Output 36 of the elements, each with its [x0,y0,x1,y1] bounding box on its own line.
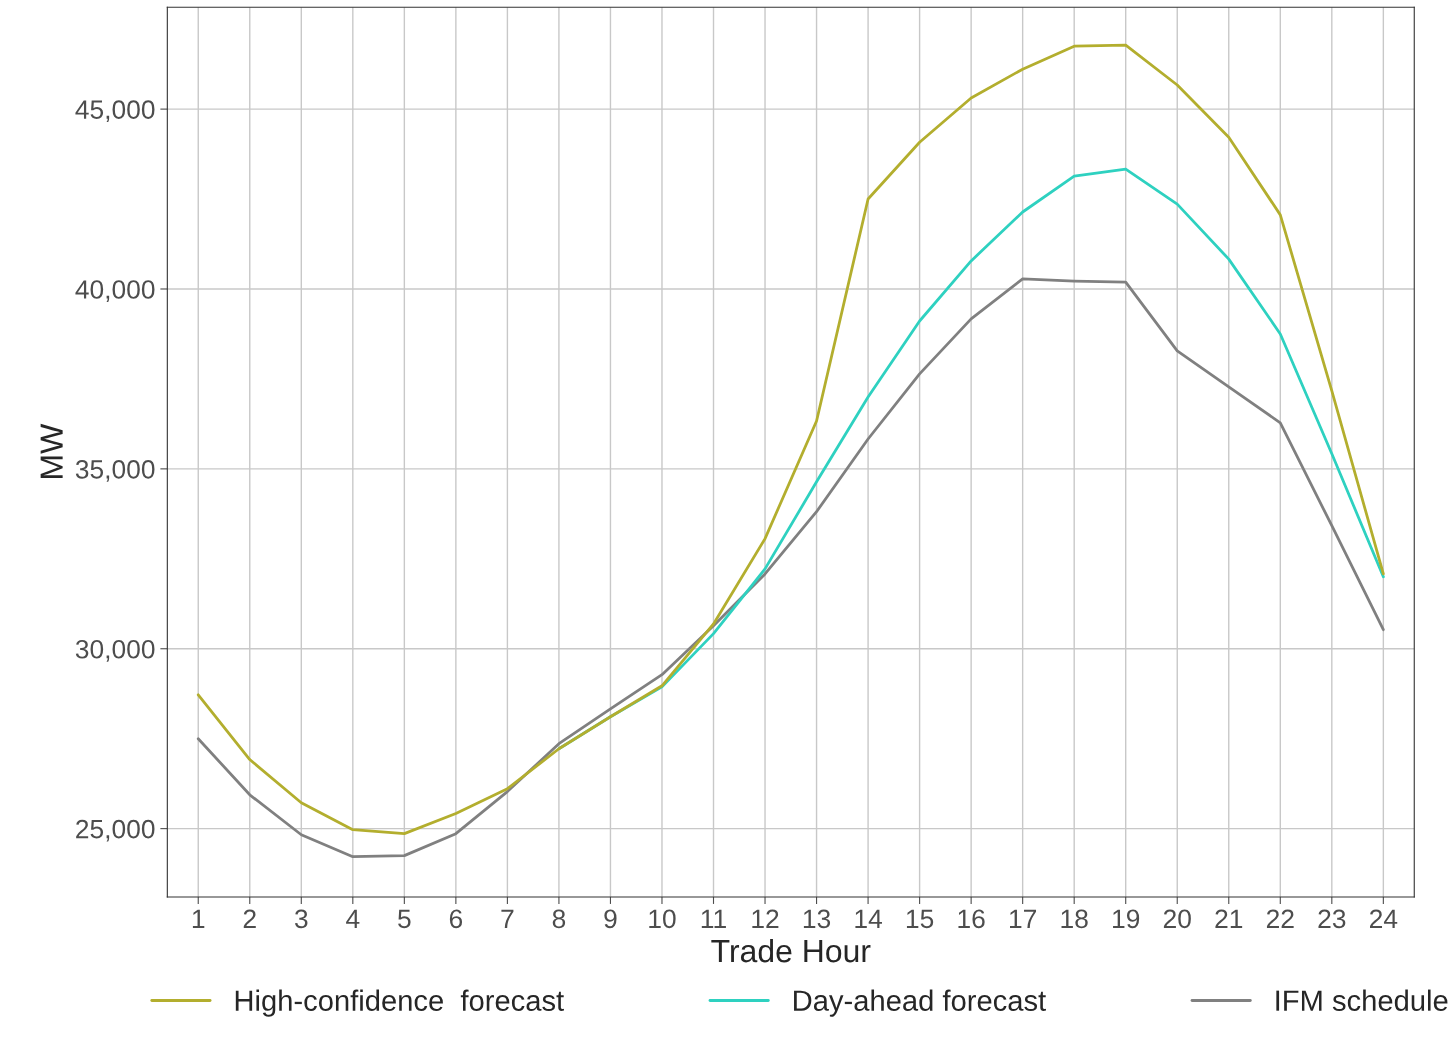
y-tick-label: 35,000 [75,460,155,482]
x-tick-label: 7 [501,909,514,928]
y-tick-label: 25,000 [76,819,155,842]
x-tick-label: 20 [1163,909,1191,929]
x-tick-label: 19 [1113,909,1140,929]
y-axis-title: MW [40,423,63,478]
x-tick-label: 2 [243,909,256,928]
x-tick-label: 14 [855,909,882,928]
x-axis-title: Trade Hour [711,938,871,963]
line-series [196,277,1385,859]
x-tick-label: 10 [649,909,676,929]
x-tick-label: 16 [958,909,985,929]
x-tick-label: 15 [906,909,934,929]
x-tick-label: 17 [1010,909,1037,928]
x-tick-label: 18 [1061,909,1088,929]
x-tick-label: 21 [1215,909,1243,928]
x-tick-label: 22 [1266,909,1294,928]
x-tick-label: 24 [1370,909,1398,928]
x-tick-label: 6 [449,909,463,929]
x-tick-label: 12 [752,909,779,928]
x-tick-label: 11 [701,909,726,928]
line-series [196,43,1385,836]
y-tick-label: 40,000 [75,280,155,302]
legend-label: IFM schedule [1276,989,1448,1011]
x-tick-label: 5 [398,909,411,929]
x-tick-label: 8 [552,909,566,929]
legend-label: High-confidence forecast [235,989,564,1017]
x-tick-label: 13 [803,909,831,929]
y-tick-label: 45,000 [75,100,155,123]
legend-label: Day-ahead forecast [794,989,1046,1017]
x-tick-label: 4 [346,909,360,928]
x-tick-label: 3 [294,909,308,929]
x-tick-label: 23 [1318,909,1346,929]
x-tick-label: 1 [192,909,205,928]
x-tick-label: 9 [604,909,617,929]
y-tick-label: 30,000 [75,639,155,662]
